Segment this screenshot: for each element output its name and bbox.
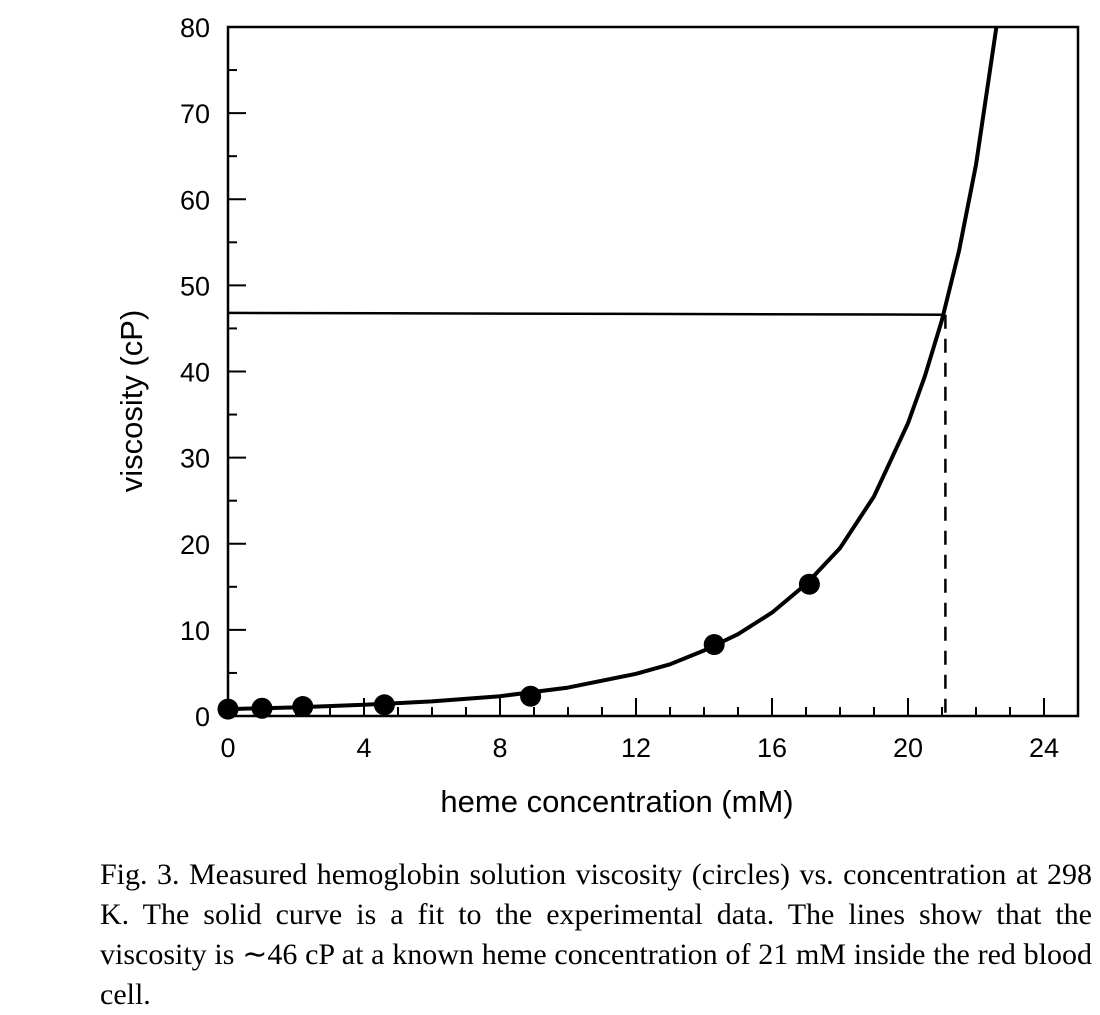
y-tick-label: 40 bbox=[180, 358, 210, 388]
data-lines bbox=[227, 26, 999, 716]
y-tick-label: 30 bbox=[180, 444, 210, 474]
plot-frame bbox=[226, 25, 1080, 718]
fit-curve-line bbox=[227, 26, 999, 712]
y-tick-label: 80 bbox=[180, 13, 210, 43]
data-point bbox=[292, 696, 314, 718]
data-point bbox=[251, 697, 273, 719]
x-tick-label: 20 bbox=[893, 733, 923, 763]
data-point bbox=[520, 685, 542, 707]
x-axis-title: heme concentration (mM) bbox=[440, 784, 793, 819]
data-point bbox=[703, 634, 725, 656]
reference-line bbox=[227, 311, 946, 316]
y-tick-label: 20 bbox=[180, 530, 210, 560]
x-tick-label: 8 bbox=[492, 733, 507, 763]
y-tick-label: 50 bbox=[180, 271, 210, 301]
x-tick-label: 24 bbox=[1029, 733, 1059, 763]
x-tick-label: 4 bbox=[356, 733, 371, 763]
data-point bbox=[798, 573, 820, 595]
x-tick-label: 16 bbox=[757, 733, 787, 763]
y-tick-label: 70 bbox=[180, 99, 210, 129]
y-tick-label: 0 bbox=[195, 702, 210, 732]
figure-caption: Fig. 3. Measured hemoglobin solution vis… bbox=[100, 858, 1092, 1011]
data-points bbox=[217, 573, 820, 720]
y-tick-label: 10 bbox=[180, 616, 210, 646]
viscosity-chart: 0 4 8 12 16 20 24 0 10 20 30 40 50 60 70 80 viscosity (… bbox=[114, 13, 1080, 819]
y-axis-title: viscosity (cP) bbox=[114, 310, 149, 493]
data-point bbox=[373, 694, 395, 716]
x-tick-label: 12 bbox=[621, 733, 651, 763]
data-point bbox=[217, 698, 239, 720]
y-tick-label: 60 bbox=[180, 185, 210, 215]
axis-ticks: 0 4 8 12 16 20 24 0 10 20 30 40 50 60 70 80 bbox=[180, 13, 1079, 763]
x-tick-label: 0 bbox=[220, 733, 235, 763]
